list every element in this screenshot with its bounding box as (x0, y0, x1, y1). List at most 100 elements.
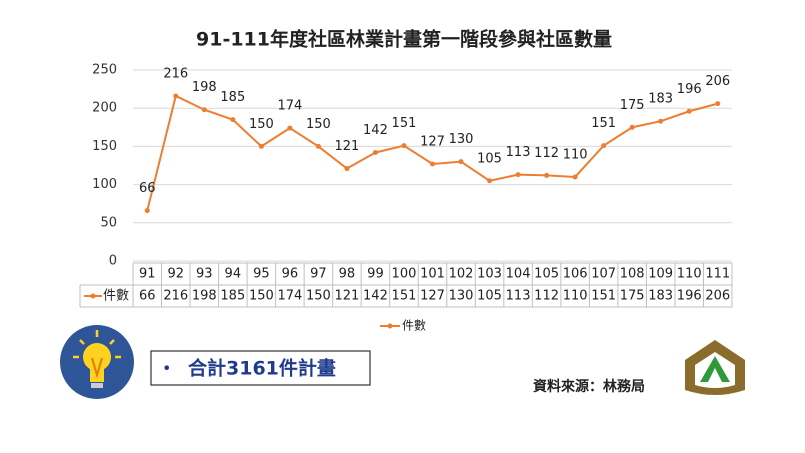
point (401, 143, 407, 149)
data-label: 127 (420, 134, 445, 149)
table-value: 206 (705, 289, 730, 304)
table-value: 66 (139, 289, 156, 304)
point (686, 108, 692, 114)
table-value: 151 (591, 289, 616, 304)
y-tick-label: 150 (92, 139, 117, 154)
point (487, 178, 493, 184)
point (201, 107, 207, 113)
point (287, 125, 293, 131)
data-label: 151 (392, 116, 417, 131)
table-value: 127 (420, 289, 445, 304)
point (515, 172, 521, 178)
point (372, 150, 378, 156)
data-label: 185 (220, 90, 245, 105)
table-value: 216 (163, 289, 188, 304)
point (458, 159, 464, 165)
logo (685, 340, 745, 395)
x-tick-label: 93 (196, 267, 213, 282)
table-value: 175 (620, 289, 645, 304)
chart-title: 91-111年度社區林業計畫第一階段參與社區數量 (196, 28, 612, 51)
table-legend-key (90, 293, 96, 299)
y-tick-label: 250 (92, 63, 117, 78)
table-value: 196 (677, 289, 702, 304)
point (572, 174, 578, 180)
point (715, 101, 721, 107)
point (629, 124, 635, 130)
point (430, 161, 435, 167)
data-label: 113 (506, 145, 531, 160)
legend-label: 件數 (402, 319, 426, 333)
legend-key (387, 323, 393, 329)
data-label: 196 (677, 82, 702, 97)
table-value: 130 (449, 289, 474, 304)
x-tick-label: 110 (677, 267, 702, 282)
data-label: 183 (648, 92, 673, 107)
point (230, 117, 236, 123)
table-value: 110 (563, 289, 588, 304)
x-tick-label: 98 (339, 267, 356, 282)
table-value: 113 (506, 289, 531, 304)
data-label: 112 (534, 146, 559, 161)
data-label: 142 (363, 123, 388, 138)
y-tick-label: 0 (109, 254, 117, 269)
x-tick-label: 94 (225, 267, 242, 282)
table-value: 150 (306, 289, 331, 304)
point (601, 143, 607, 149)
table-value: 142 (363, 289, 388, 304)
table-series-name: 件數 (103, 289, 129, 304)
table-value: 174 (277, 289, 302, 304)
lightbulb-icon (60, 325, 134, 399)
x-tick-label: 99 (367, 267, 384, 282)
y-tick-label: 50 (100, 215, 117, 230)
data-label: 121 (335, 139, 360, 154)
x-tick-label: 95 (253, 267, 270, 282)
summary-box (150, 350, 371, 386)
data-label: 150 (249, 117, 274, 132)
x-tick-label: 106 (563, 267, 588, 282)
data-label: 175 (620, 98, 645, 113)
point (258, 143, 264, 149)
summary-text: 合計3161件計畫 (188, 357, 336, 380)
x-tick-label: 96 (282, 267, 299, 282)
point (658, 118, 664, 124)
point (144, 208, 150, 214)
table-value: 185 (220, 289, 245, 304)
x-tick-label: 104 (506, 267, 531, 282)
y-tick-label: 100 (92, 177, 117, 192)
y-tick-label: 200 (92, 101, 117, 116)
x-tick-label: 91 (139, 267, 156, 282)
table-value: 112 (534, 289, 559, 304)
table-value: 198 (192, 289, 217, 304)
x-tick-label: 109 (648, 267, 673, 282)
table-value: 105 (477, 289, 502, 304)
data-label: 150 (306, 117, 331, 132)
x-tick-label: 108 (620, 267, 645, 282)
point (544, 172, 550, 178)
point (315, 143, 321, 149)
point (173, 93, 179, 99)
summary-bullet: • (162, 359, 171, 378)
x-tick-label: 102 (449, 267, 474, 282)
series-line (146, 94, 718, 211)
table-value: 151 (392, 289, 417, 304)
table-value: 150 (249, 289, 274, 304)
x-tick-label: 97 (310, 267, 327, 282)
data-label: 151 (591, 116, 616, 131)
point (344, 166, 350, 172)
data-label: 198 (192, 80, 217, 95)
x-tick-label: 103 (477, 267, 502, 282)
data-label: 130 (449, 132, 474, 147)
x-tick-label: 92 (168, 267, 185, 282)
data-label: 216 (163, 66, 188, 81)
table-value: 121 (335, 289, 360, 304)
data-label: 105 (477, 151, 502, 166)
x-tick-label: 111 (705, 267, 730, 282)
x-tick-label: 105 (534, 267, 559, 282)
data-label: 66 (139, 181, 156, 196)
data-label: 174 (277, 99, 302, 114)
x-tick-label: 100 (392, 267, 417, 282)
data-label: 206 (705, 74, 730, 89)
x-tick-label: 107 (591, 267, 616, 282)
